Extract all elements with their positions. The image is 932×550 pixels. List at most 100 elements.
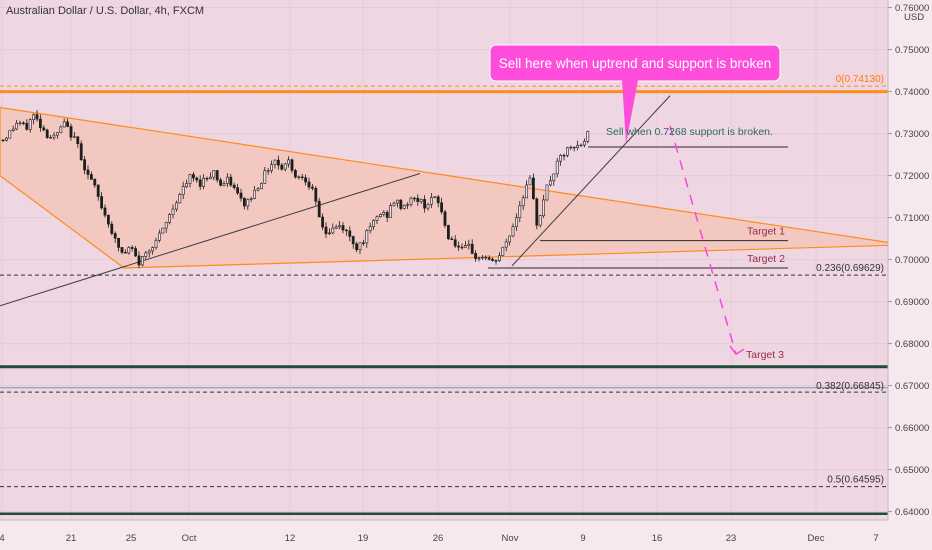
time-tick-label-9: 16	[652, 533, 663, 544]
candle-body-110	[375, 216, 379, 221]
candle-body-42	[144, 252, 148, 257]
candle-body-70	[239, 192, 243, 199]
candle-body-68	[232, 184, 236, 188]
candle-body-134	[457, 245, 461, 248]
candle-body-45	[154, 239, 158, 248]
candle-body-72	[246, 199, 250, 207]
candle-body-46	[158, 232, 161, 241]
candle-body-12	[42, 127, 46, 131]
price-tick-label-3: 0.73000	[895, 129, 929, 140]
candle-body-128	[436, 196, 440, 204]
candle-body-107	[365, 230, 369, 244]
fib-label-236: 0.236(0.69629)	[816, 263, 884, 274]
candle-body-158	[538, 215, 542, 226]
time-tick-label-7: Nov	[502, 533, 519, 544]
time-tick-label-3: Oct	[182, 533, 197, 544]
candle-body-94	[321, 216, 325, 228]
candle-body-166	[565, 147, 569, 156]
candle-body-118	[402, 204, 406, 209]
candle-body-122	[416, 197, 420, 202]
candle-body-79	[270, 164, 274, 171]
candle-body-57	[195, 177, 199, 181]
candle-body-154	[525, 184, 529, 199]
candle-body-117	[399, 199, 403, 209]
price-tick-label-7: 0.69000	[895, 297, 929, 308]
candle-body-97	[331, 227, 335, 234]
candle-body-170	[579, 144, 583, 147]
candle-body-167	[569, 146, 573, 149]
candle-body-2	[8, 130, 12, 139]
candle-body-32	[110, 223, 114, 234]
candle-body-84	[287, 159, 291, 165]
candle-body-9	[32, 114, 36, 120]
candle-body-10	[35, 114, 39, 120]
candle-body-54	[185, 183, 189, 187]
candle-body-55	[188, 174, 192, 184]
candle-body-155	[528, 177, 532, 186]
candle-body-119	[406, 204, 410, 206]
candle-body-63	[215, 170, 219, 181]
candle-body-28	[96, 184, 100, 197]
candle-body-77	[263, 170, 267, 184]
candle-body-156	[531, 177, 535, 200]
candle-body-109	[372, 220, 376, 227]
candle-body-6	[21, 122, 25, 124]
price-tick-label-2: 0.74000	[895, 87, 929, 98]
candle-body-38	[130, 247, 134, 249]
candle-body-172	[586, 131, 590, 142]
candle-body-144	[491, 258, 495, 261]
candle-body-74	[253, 189, 257, 199]
candle-body-39	[134, 248, 138, 257]
target2-label: Target 2	[747, 253, 785, 265]
candle-body-60	[205, 177, 209, 180]
candle-body-0	[1, 139, 5, 141]
callout-text: Sell here when uptrend and support is br…	[499, 56, 771, 71]
candle-body-165	[562, 154, 566, 157]
candle-body-120	[409, 197, 413, 205]
price-tick-label-5: 0.71000	[895, 213, 929, 224]
candle-body-148	[504, 241, 508, 248]
candle-body-56	[192, 174, 195, 179]
candle-body-5	[18, 122, 22, 124]
time-tick-label-4: 12	[285, 533, 296, 544]
time-tick-label-8: 9	[580, 533, 585, 544]
candle-body-146	[497, 255, 501, 261]
candle-body-104	[355, 243, 359, 251]
price-tick-label-9: 0.67000	[895, 381, 929, 392]
candle-body-108	[368, 226, 372, 231]
candle-body-11	[38, 118, 42, 129]
candle-body-142	[484, 256, 488, 259]
candle-body-43	[147, 250, 151, 254]
candle-body-16	[55, 132, 59, 136]
candle-body-78	[266, 170, 270, 172]
candle-body-149	[508, 235, 512, 243]
time-tick-label-6: 26	[433, 533, 444, 544]
candle-body-162	[552, 173, 556, 182]
time-tick-label-1: 21	[66, 533, 77, 544]
candle-body-95	[324, 226, 328, 235]
time-tick-label-10: 23	[726, 533, 737, 544]
candle-body-136	[463, 245, 467, 248]
candle-body-131	[446, 225, 450, 240]
candle-body-157	[535, 198, 539, 226]
price-tick-label-11: 0.65000	[895, 465, 929, 476]
candle-body-121	[412, 197, 416, 200]
candle-body-48	[164, 222, 168, 229]
chart-title: Australian Dollar / U.S. Dollar, 4h, FXC…	[6, 5, 204, 17]
currency-label: USD	[904, 12, 924, 23]
target1-label: Target 1	[747, 226, 785, 238]
candle-body-24	[83, 159, 87, 171]
candle-body-139	[474, 253, 478, 259]
candle-body-100	[341, 225, 345, 231]
candle-body-105	[358, 242, 362, 251]
callout-pointer	[622, 80, 638, 144]
candle-body-87	[297, 176, 301, 179]
time-tick-label-2: 25	[126, 533, 137, 544]
candle-body-40	[137, 255, 141, 266]
candle-body-116	[395, 199, 399, 204]
candle-body-90	[307, 181, 311, 188]
candle-body-66	[226, 176, 229, 184]
candle-body-1	[5, 137, 8, 141]
candle-body-29	[100, 196, 104, 209]
